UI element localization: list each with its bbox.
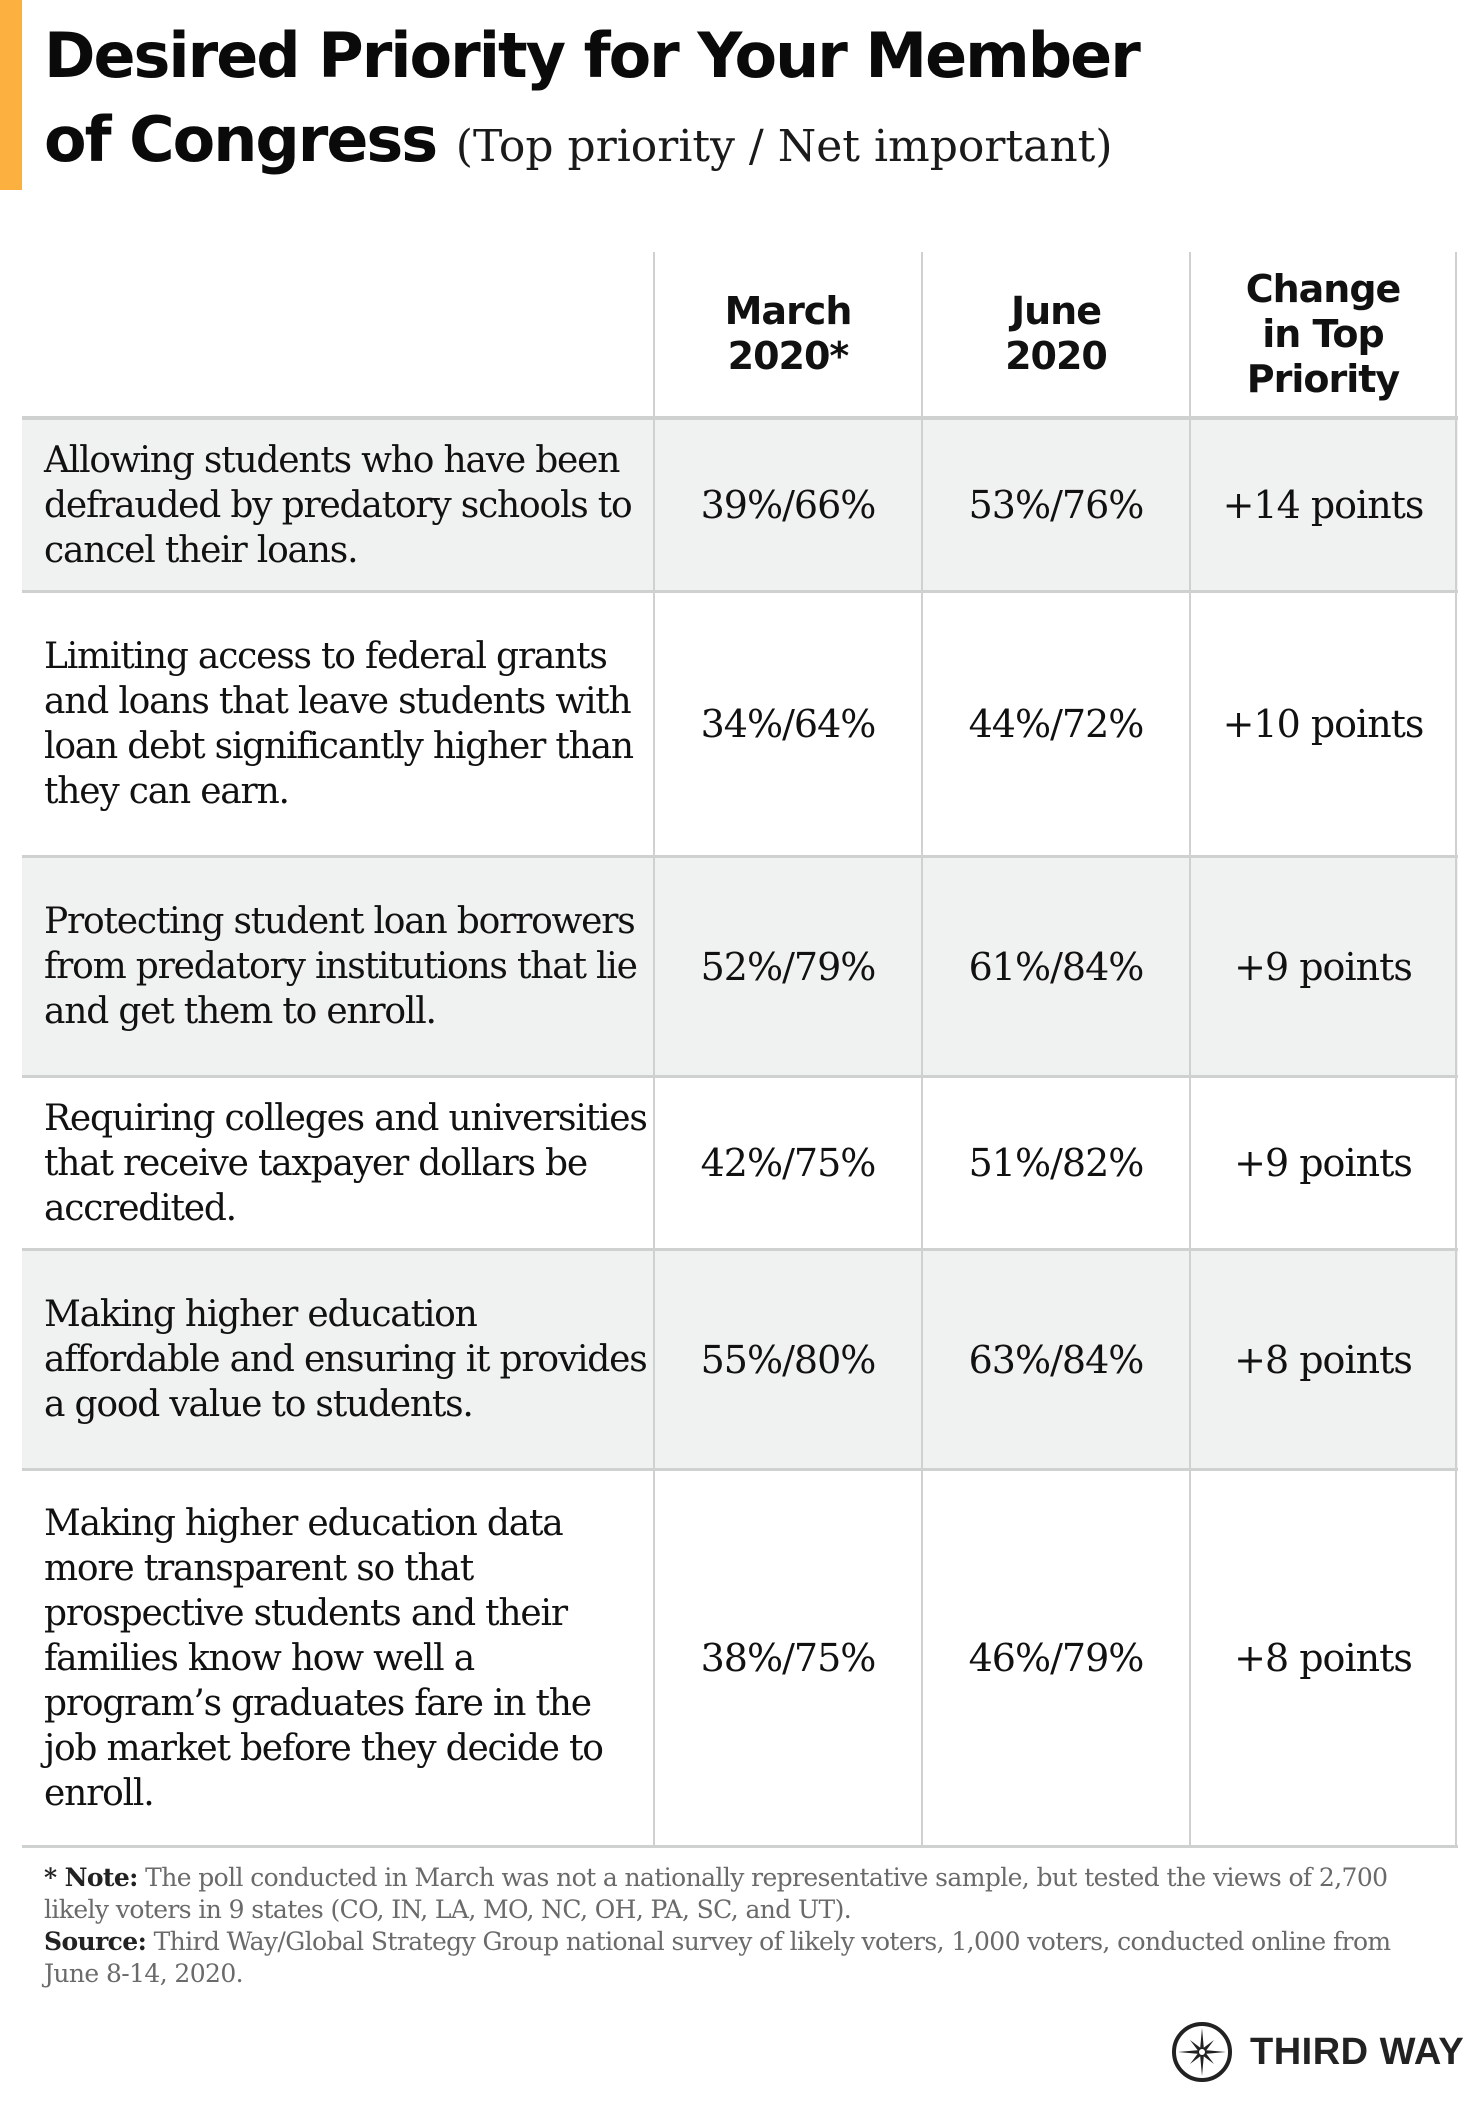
row-june: 51%/82% <box>921 1078 1189 1248</box>
accent-bar <box>0 0 22 190</box>
row-change: +14 points <box>1189 420 1457 590</box>
row-item: Requiring colleges and universities that… <box>44 1097 648 1229</box>
page-title: Desired Priority for Your Member of Cong… <box>44 14 1244 189</box>
table-row: Making higher education data more transp… <box>22 1471 1458 1848</box>
note-text: The poll conducted in March was not a na… <box>44 1863 1388 1924</box>
header-blank <box>22 252 653 416</box>
source: Source: Third Way/Global Strategy Group … <box>44 1926 1444 1990</box>
header-march: March 2020* <box>653 252 921 416</box>
row-march: 42%/75% <box>653 1078 921 1248</box>
table-row: Protecting student loan borrowers from p… <box>22 858 1458 1078</box>
header-change: Change in Top Priority <box>1189 252 1457 416</box>
row-change: +8 points <box>1189 1471 1457 1845</box>
title-line-2: of Congress (Top priority / Net importan… <box>44 98 1244 189</box>
row-march: 52%/79% <box>653 858 921 1075</box>
row-item: Limiting access to federal grants and lo… <box>44 636 634 812</box>
compass-star-icon <box>1172 2022 1232 2082</box>
table-row: Limiting access to federal grants and lo… <box>22 593 1458 858</box>
row-march: 38%/75% <box>653 1471 921 1845</box>
row-june: 53%/76% <box>921 420 1189 590</box>
priority-table: March 2020* June 2020 Change in Top Prio… <box>22 252 1458 1848</box>
row-change: +8 points <box>1189 1251 1457 1468</box>
footnotes: * Note: The poll conducted in March was … <box>44 1862 1444 1990</box>
row-change: +10 points <box>1189 593 1457 855</box>
row-june: 44%/72% <box>921 593 1189 855</box>
logo-text: THIRD WAY <box>1250 2030 1465 2073</box>
row-item: Protecting student loan borrowers from p… <box>44 901 638 1032</box>
table-row: Requiring colleges and universities that… <box>22 1078 1458 1251</box>
row-item: Making higher education data more transp… <box>44 1502 604 1814</box>
row-item: Making higher education affordable and e… <box>44 1294 648 1425</box>
title-line-2-text: of Congress <box>44 103 438 176</box>
row-item: Allowing students who have been defraude… <box>44 439 633 571</box>
table-header-row: March 2020* June 2020 Change in Top Prio… <box>22 252 1458 420</box>
row-march: 55%/80% <box>653 1251 921 1468</box>
row-june: 61%/84% <box>921 858 1189 1075</box>
source-label: Source: <box>44 1927 147 1956</box>
note: * Note: The poll conducted in March was … <box>44 1862 1444 1926</box>
third-way-logo: THIRD WAY <box>1170 2020 1464 2084</box>
row-march: 34%/64% <box>653 593 921 855</box>
row-march: 39%/66% <box>653 420 921 590</box>
row-june: 63%/84% <box>921 1251 1189 1468</box>
title-subtitle: (Top priority / Net important) <box>455 121 1113 172</box>
title-line-1: Desired Priority for Your Member <box>44 19 1141 92</box>
table-row: Making higher education affordable and e… <box>22 1251 1458 1471</box>
row-june: 46%/79% <box>921 1471 1189 1845</box>
note-label: * Note: <box>44 1863 138 1892</box>
header-june: June 2020 <box>921 252 1189 416</box>
source-text: Third Way/Global Strategy Group national… <box>44 1927 1391 1988</box>
row-change: +9 points <box>1189 858 1457 1075</box>
row-change: +9 points <box>1189 1078 1457 1248</box>
table-row: Allowing students who have been defraude… <box>22 420 1458 593</box>
